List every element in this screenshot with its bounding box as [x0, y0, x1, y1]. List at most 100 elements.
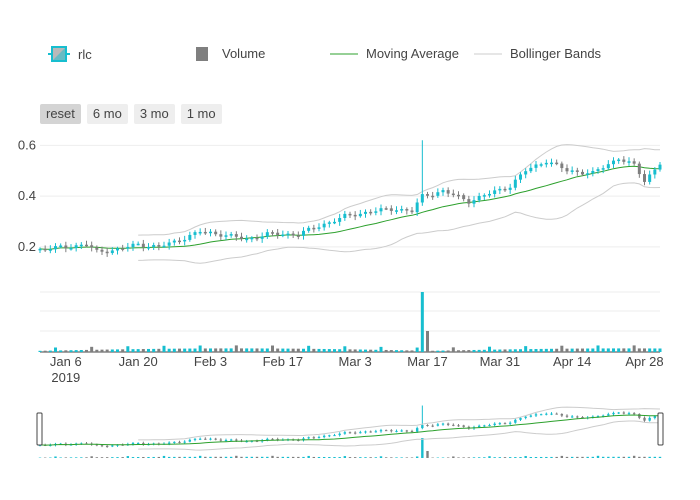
slider-candle-body — [529, 415, 533, 417]
slider-volume-bar — [488, 456, 491, 458]
legend-item-rlc[interactable]: rlc — [48, 46, 92, 62]
volume-bar — [183, 348, 187, 352]
range-button-3-months[interactable]: 3 mo — [133, 104, 175, 124]
slider-candle-body — [431, 425, 434, 427]
volume-bar — [581, 348, 584, 352]
slider-volume-bar — [612, 456, 615, 458]
volume-bar — [152, 348, 156, 352]
slider-candle-body — [188, 439, 192, 442]
slider-volume-bar — [136, 457, 140, 458]
slider-volume-bar — [653, 456, 657, 458]
slider-volume-bar — [586, 456, 589, 458]
slider-candle-body — [643, 417, 646, 421]
slider-candle-body — [446, 423, 450, 425]
slider-volume-bar — [276, 456, 279, 458]
slider-volume-bar — [338, 457, 341, 458]
volume-bar — [136, 349, 140, 352]
slider-volume-bar — [343, 456, 347, 458]
candle-body — [539, 164, 543, 166]
volume-bar — [622, 348, 626, 352]
volume-bar — [446, 350, 450, 352]
slider-volume-bar — [550, 456, 553, 458]
range-button-1-month[interactable]: 1 mo — [180, 104, 222, 124]
range-button-6-months[interactable]: 6 mo — [86, 104, 128, 124]
y-tick-label: 0.6 — [18, 137, 36, 152]
range-slider-left-handle[interactable] — [36, 412, 43, 446]
candle-body — [90, 245, 94, 248]
volume-bar — [234, 345, 238, 352]
candle-body — [136, 243, 140, 246]
slider-candle-body — [317, 437, 321, 439]
legend-item-bollinger-bands[interactable]: Bollinger Bands — [474, 46, 601, 61]
slider-volume-bar — [105, 457, 109, 458]
slider-volume-bar — [555, 456, 558, 458]
legend-item-volume[interactable]: Volume — [196, 46, 265, 61]
volume-bar — [457, 350, 460, 352]
bar-icon — [196, 46, 208, 61]
volume-bar — [606, 348, 610, 352]
volume-bar — [141, 349, 145, 352]
slider-volume-bar — [260, 456, 264, 458]
slider-candle-body — [105, 445, 109, 447]
volume-bar — [343, 346, 347, 352]
slider-volume-bar — [80, 457, 83, 458]
slider-candle-body — [338, 433, 341, 436]
candle-body — [64, 245, 68, 249]
legend-item-moving-average[interactable]: Moving Average — [330, 46, 459, 61]
slider-volume-bar — [328, 457, 331, 458]
slider-volume-bar — [519, 457, 522, 458]
slider-candle-body — [601, 415, 605, 417]
volume-bar — [198, 345, 202, 352]
range-slider[interactable] — [36, 405, 664, 458]
slider-candle-body — [581, 417, 584, 419]
range-button-reset[interactable]: reset — [40, 104, 81, 124]
volume-bar — [54, 347, 57, 352]
candle-body — [79, 244, 83, 247]
candle-body — [426, 194, 429, 196]
slider-candle-body — [111, 445, 114, 447]
slider-volume-bar — [410, 457, 414, 458]
candle-body — [183, 239, 187, 242]
slider-candle-body — [539, 414, 543, 416]
candle-body — [95, 247, 99, 250]
moving-average-layer — [39, 165, 661, 250]
slider-volume-bar — [198, 455, 202, 458]
candle-body — [596, 169, 600, 171]
volume-bar — [229, 348, 233, 352]
slider-volume-bar — [369, 457, 372, 458]
slider-candle-body — [353, 432, 357, 434]
slider-volume-bar — [462, 457, 465, 458]
x-tick-label: Mar 17 — [407, 354, 447, 369]
slider-volume-bar — [307, 455, 310, 458]
slider-volume-bar — [638, 456, 641, 458]
candle-body — [85, 244, 88, 247]
slider-candle-body — [560, 413, 564, 416]
slider-volume-bar — [390, 457, 393, 458]
candle-body — [627, 161, 631, 163]
volume-bar — [632, 345, 636, 352]
slider-candle-body — [524, 416, 527, 418]
candle-body — [74, 245, 78, 249]
candle-body — [229, 234, 233, 236]
candle-body — [508, 187, 512, 190]
candle-body — [234, 234, 238, 237]
volume-bar — [436, 350, 440, 352]
slider-volume-bar — [503, 457, 507, 458]
volume-bar — [219, 348, 223, 352]
slider-candle-body — [333, 435, 336, 437]
volume-bar — [467, 350, 471, 352]
volume-bar — [296, 348, 300, 352]
volume-bar — [172, 348, 176, 352]
slider-candle-body — [384, 430, 388, 432]
volume-bar — [286, 348, 290, 352]
slider-candle-body — [498, 423, 502, 425]
volume-bar — [529, 349, 533, 352]
slider-candle-body — [493, 423, 496, 426]
range-slider-right-handle[interactable] — [657, 412, 664, 446]
legend-label-rlc: rlc — [78, 46, 92, 62]
slider-volume-bar — [446, 457, 450, 458]
candle-body — [255, 237, 259, 240]
line-icon — [330, 53, 358, 54]
volume-bar — [312, 348, 316, 352]
volume-bar — [472, 349, 476, 352]
